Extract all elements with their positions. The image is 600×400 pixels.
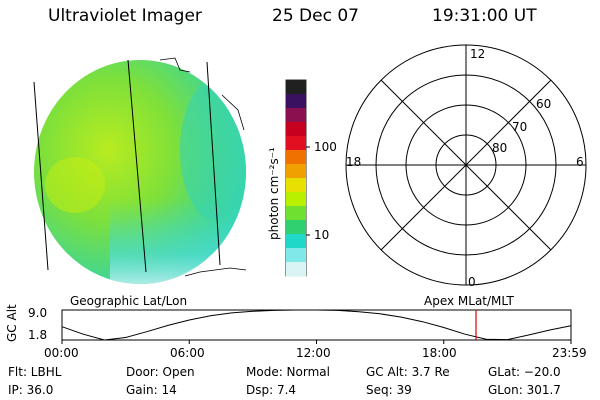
colorbar-segment (286, 108, 306, 123)
gain-info: Gain: 14 (126, 383, 177, 397)
colorbar-segment (286, 164, 306, 179)
lat-label-60: 60 (536, 97, 552, 111)
altitude-xtick-label: 06:00 (170, 346, 205, 360)
altitude-curve (61, 309, 572, 341)
colorbar-segment (286, 136, 306, 151)
ip-info: IP: 36.0 (8, 383, 54, 397)
colorbar-segment (286, 206, 306, 221)
mlt-label-12: 12 (470, 47, 486, 61)
altitude-ytick-top: 9.0 (28, 306, 48, 320)
date-label: 25 Dec 07 (272, 6, 359, 26)
colorbar-segment (286, 122, 306, 137)
coastline (159, 57, 191, 73)
lat-label-80: 80 (492, 141, 508, 155)
mlt-label-0: 0 (468, 275, 476, 289)
coastline (184, 267, 247, 277)
seq-info: Seq: 39 (366, 383, 412, 397)
colorbar-segment (286, 262, 306, 277)
colorbar-tick-label-100: 100 (314, 140, 337, 154)
polar-grid (345, 44, 587, 286)
color-scale-bar (285, 79, 310, 277)
glon-info: GLon: 301.7 (488, 383, 561, 397)
altitude-plot (61, 309, 572, 344)
time-label: 19:31:00 UT (432, 6, 537, 26)
lat-label-70: 70 (512, 120, 528, 134)
colorbar-tick-label-10: 10 (314, 228, 330, 242)
auroral-image (33, 57, 247, 284)
apex-panel-label: Apex MLat/MLT (424, 294, 514, 308)
meridian-line (127, 59, 147, 273)
meridian-line (33, 81, 49, 271)
altitude-xtick-label: 00:00 (44, 346, 79, 360)
colorbar-segment (286, 248, 306, 263)
colorbar-segment (286, 178, 306, 193)
colorbar-segment (286, 234, 306, 249)
altitude-xtick-label: 12:00 (296, 346, 331, 360)
mode-info: Mode: Normal (246, 365, 330, 379)
colorbar-unit-label: photon cm⁻²s⁻¹ (267, 147, 281, 240)
colorbar-segment (286, 150, 306, 165)
colorbar-segment (286, 192, 306, 207)
door-info: Door: Open (126, 365, 195, 379)
dsp-info: Dsp: 7.4 (246, 383, 297, 397)
gc-alt-info: GC Alt: 3.7 Re (366, 365, 450, 379)
altitude-plot-frame (61, 309, 572, 341)
glat-info: GLat: −20.0 (488, 365, 561, 379)
instrument-title: Ultraviolet Imager (48, 6, 202, 26)
colorbar-segment (286, 220, 306, 235)
colorbar-segment (286, 94, 306, 109)
altitude-xtick-label: 18:00 (422, 346, 457, 360)
filter-info: Flt: LBHL (8, 365, 62, 379)
colorbar-segment (286, 80, 306, 95)
geographic-panel-label: Geographic Lat/Lon (70, 294, 188, 308)
altitude-ytick-bottom: 1.8 (28, 328, 48, 342)
coastline (221, 94, 245, 131)
mlt-label-18: 18 (346, 155, 362, 169)
polar-diagonal (380, 79, 552, 251)
meridian-line (206, 61, 221, 266)
altitude-xtick-label: 23:59 (552, 346, 587, 360)
altitude-ylabel: GC Alt (5, 304, 19, 342)
mlt-label-6: 6 (576, 155, 584, 169)
